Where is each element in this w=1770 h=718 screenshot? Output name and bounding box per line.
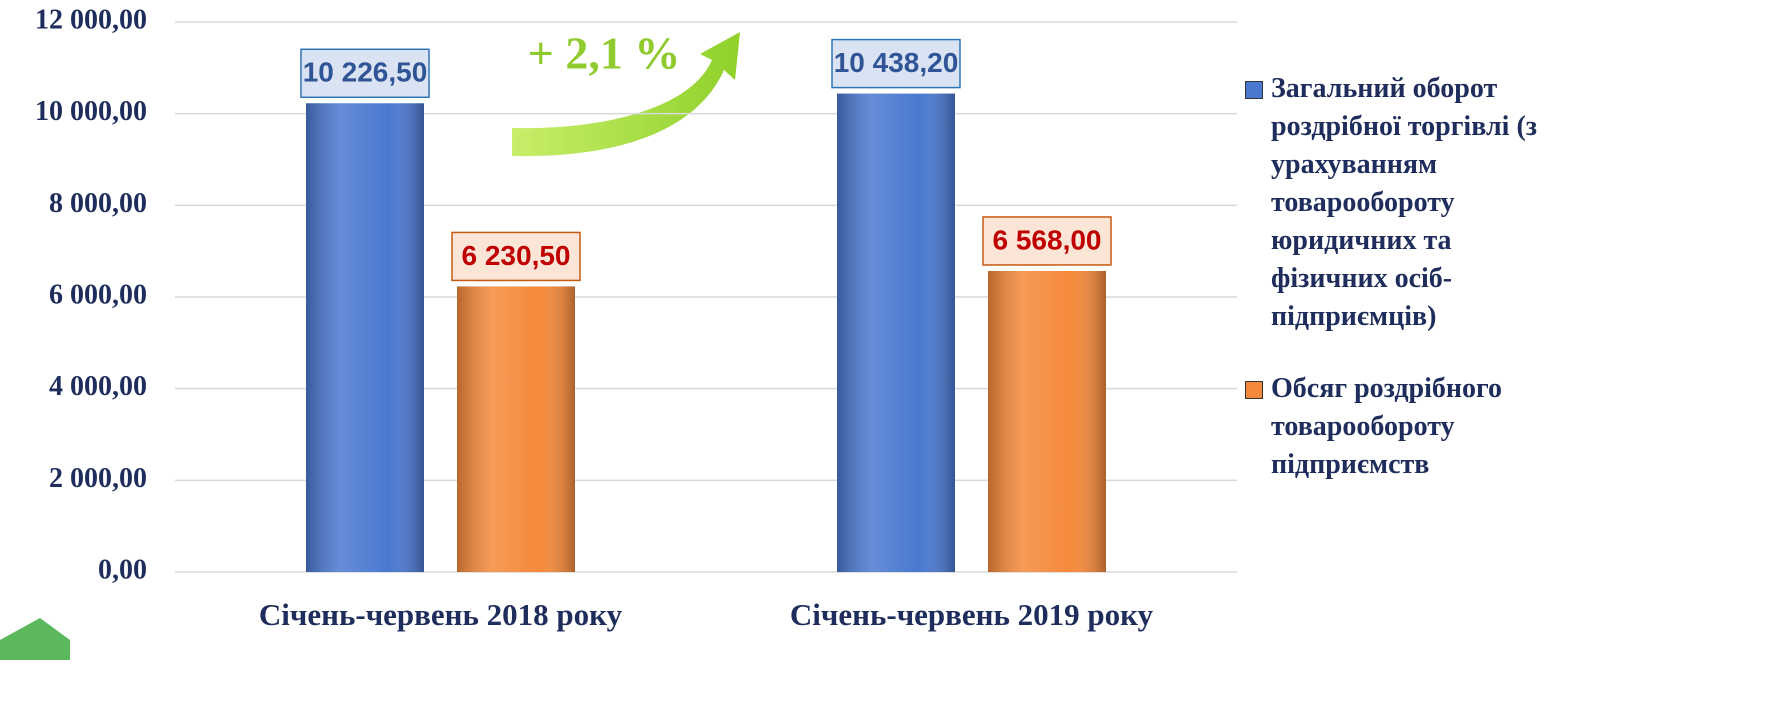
legend-item: Загальний оборот роздрібної торгівлі (з … xyxy=(1245,70,1575,336)
legend-label: Загальний оборот роздрібної торгівлі (з … xyxy=(1271,73,1538,332)
chart: + 2,1 % 0,00 2 000,00 4 000,00 6 000,00 8 00… xyxy=(0,4,1237,660)
value-label-box xyxy=(300,48,430,99)
y-tick-label: 10 000,00 xyxy=(35,96,147,127)
value-label: 6 230,50 xyxy=(462,240,571,271)
logo xyxy=(0,618,70,660)
x-tick-label: Січень-червень 2019 року xyxy=(790,597,1154,632)
value-label-box xyxy=(982,216,1112,266)
y-tick-label: 2 000,00 xyxy=(49,463,147,494)
value-label: 6 568,00 xyxy=(993,224,1102,255)
bar-shade xyxy=(988,270,1106,572)
bar-shade xyxy=(306,103,424,573)
value-label: 10 226,50 xyxy=(303,57,428,88)
value-label-box xyxy=(831,38,961,89)
legend-marker xyxy=(1245,381,1263,399)
bar-shade xyxy=(837,93,955,573)
value-label: 10 438,20 xyxy=(834,47,959,78)
y-tick-label: 4 000,00 xyxy=(49,371,147,402)
legend-marker xyxy=(1245,81,1263,99)
y-tick-label: 0,00 xyxy=(98,554,147,585)
legend-label: Обсяг роздрібного товарообороту підприєм… xyxy=(1271,373,1503,480)
y-tick-label: 8 000,00 xyxy=(49,188,147,219)
y-tick-label: 6 000,00 xyxy=(49,279,147,310)
growth-arrow xyxy=(512,32,740,157)
bar-shade xyxy=(457,286,575,572)
legend: Загальний оборот роздрібної торгівлі (з … xyxy=(1245,70,1575,518)
x-tick-label: Січень-червень 2018 року xyxy=(259,597,623,632)
legend-item: Обсяг роздрібного товарообороту підприєм… xyxy=(1245,370,1575,484)
value-label-box xyxy=(451,231,581,282)
annotation: + 2,1 % xyxy=(528,28,681,79)
y-tick-label: 12 000,00 xyxy=(35,4,147,35)
